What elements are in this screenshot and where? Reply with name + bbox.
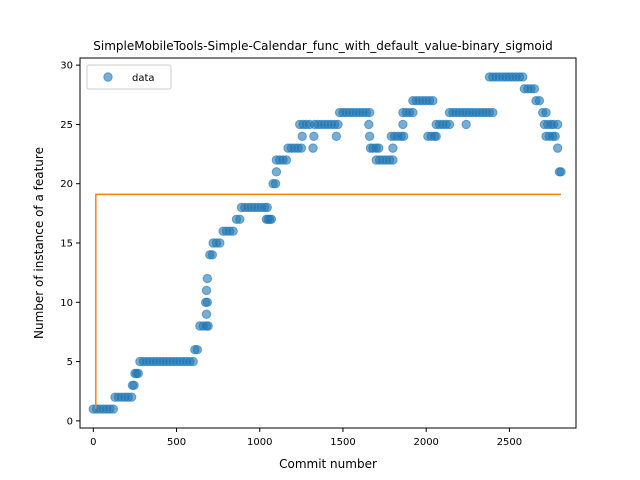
y-tick-label-30: 30 <box>60 61 73 72</box>
axes-frame <box>79 57 577 429</box>
x-axis-ticks: 0 500 1000 1500 2000 2500 <box>90 428 522 448</box>
data-point-6 <box>108 404 118 414</box>
x-tick-label-2500: 2500 <box>497 437 522 448</box>
data-point-176 <box>529 84 540 94</box>
data-point-81 <box>296 143 307 153</box>
data-point-71 <box>270 179 281 189</box>
y-axis-label: Number of instance of a feature <box>32 147 46 339</box>
data-point-43 <box>202 297 213 307</box>
data-point-14 <box>129 380 139 391</box>
data-point-44 <box>201 285 212 296</box>
chart-title: SimpleMobileTools-Simple-Calendar_func_w… <box>93 39 552 53</box>
data-point-36 <box>192 345 203 355</box>
legend-marker-data <box>103 72 113 82</box>
y-axis-ticks: 0 5 10 15 20 25 30 <box>60 61 80 427</box>
data-point-88 <box>309 131 319 141</box>
data-point-41 <box>201 309 212 319</box>
data-point-12 <box>126 392 137 402</box>
x-tick-label-500: 500 <box>167 437 186 448</box>
y-tick-label-10: 10 <box>60 298 73 309</box>
data-point-178 <box>534 95 545 106</box>
data-point-40 <box>203 321 213 331</box>
data-point-192 <box>556 167 566 177</box>
data-point-107 <box>364 107 375 118</box>
data-point-146 <box>444 119 455 130</box>
data-point-109 <box>364 131 375 141</box>
data-point-72 <box>271 167 282 177</box>
x-tick-label-1500: 1500 <box>330 437 355 448</box>
data-point-120 <box>388 143 398 153</box>
x-tick-label-1000: 1000 <box>247 437 272 448</box>
fit-line <box>95 193 562 410</box>
legend: data <box>86 64 172 90</box>
data-point-50 <box>215 238 225 248</box>
data-point-82 <box>297 131 307 141</box>
data-point-126 <box>398 119 408 130</box>
data-point-160 <box>488 107 498 118</box>
data-point-108 <box>364 119 374 130</box>
data-point-137 <box>428 95 438 106</box>
data-point-172 <box>518 72 528 82</box>
y-tick-label-5: 5 <box>67 357 73 368</box>
data-point-97 <box>331 131 342 141</box>
data-point-56 <box>235 214 245 224</box>
data-point-141 <box>431 131 441 141</box>
data-point-189 <box>550 131 560 141</box>
data-point-190 <box>552 143 563 153</box>
data-point-17 <box>133 368 143 379</box>
y-tick-label-20: 20 <box>60 179 73 190</box>
data-point-54 <box>228 226 238 236</box>
y-tick-label-25: 25 <box>60 120 73 131</box>
data-point-87 <box>308 143 318 153</box>
legend-box <box>86 64 172 90</box>
data-point-34 <box>188 356 198 367</box>
data-point-130 <box>408 107 418 118</box>
data-point-45 <box>202 273 213 284</box>
data-point-65 <box>262 202 272 213</box>
data-point-119 <box>388 155 398 165</box>
data-point-180 <box>541 107 551 118</box>
data-point-69 <box>266 214 277 224</box>
legend-label-data: data <box>132 73 155 84</box>
plot-area <box>88 72 566 414</box>
y-tick-label-15: 15 <box>60 239 73 250</box>
data-point-161 <box>461 119 471 130</box>
x-tick-label-0: 0 <box>90 437 96 448</box>
y-tick-label-0: 0 <box>67 416 73 427</box>
x-tick-label-2000: 2000 <box>413 437 438 448</box>
data-point-96 <box>333 119 343 130</box>
data-point-47 <box>207 250 218 260</box>
data-point-185 <box>552 119 563 130</box>
data-point-113 <box>374 143 384 153</box>
x-axis-label: Commit number <box>279 457 377 471</box>
data-point-125 <box>399 131 409 141</box>
data-point-76 <box>281 155 292 165</box>
